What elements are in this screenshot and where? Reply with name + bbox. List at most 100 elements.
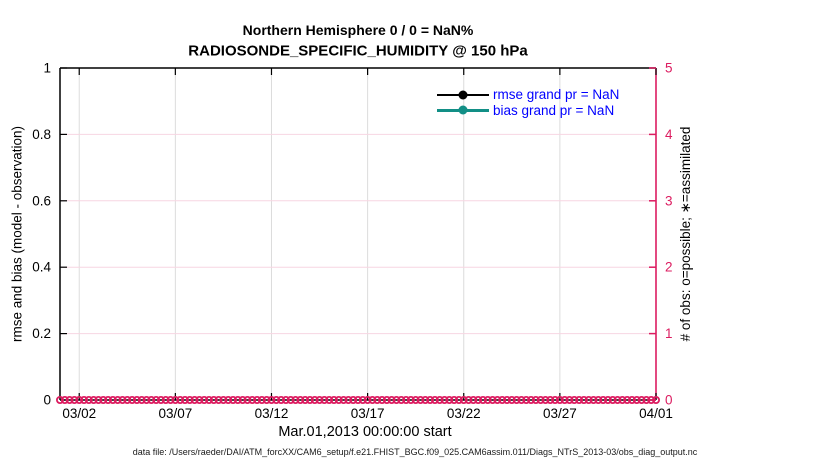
obs-possible-marker [589,395,598,404]
legend-item-rmse: rmse grand pr = NaN [437,87,619,103]
obs-possible-marker [416,395,425,404]
obs-possible-marker [353,395,362,404]
obs-possible-marker [632,395,641,404]
x-tick-label: 04/01 [639,406,673,421]
obs-possible-marker [565,395,574,404]
y-left-tick-label: 0.6 [32,193,51,208]
obs-possible-marker [75,395,84,404]
obs-possible-marker [171,395,180,404]
y-right-tick-label: 4 [665,127,673,142]
obs-possible-marker [536,395,545,404]
obs-possible-marker [623,395,632,404]
obs-possible-marker [469,395,478,404]
obs-possible-marker [108,395,117,404]
y-right-tick-label: 1 [665,326,673,341]
obs-possible-marker [65,395,74,404]
obs-possible-marker [291,395,300,404]
obs-possible-marker [99,395,108,404]
obs-possible-marker [190,395,199,404]
obs-possible-marker [603,395,612,404]
obs-possible-marker [248,395,257,404]
obs-possible-marker [594,395,603,404]
y-left-tick-label: 1 [43,61,51,76]
obs-possible-marker [195,395,204,404]
obs-possible-marker [89,395,98,404]
x-tick-label: 03/17 [351,406,385,421]
obs-possible-marker [579,395,588,404]
obs-possible-marker [253,395,262,404]
obs-possible-marker [113,395,122,404]
y-axis-label-right: # of obs: o=possible; ∗=assimilated [678,126,693,342]
obs-possible-marker [219,395,228,404]
obs-possible-marker [147,395,156,404]
obs-possible-marker [599,395,608,404]
obs-possible-marker [608,395,617,404]
obs-possible-marker [305,395,314,404]
obs-possible-marker [382,395,391,404]
obs-possible-marker [373,395,382,404]
obs-possible-marker [166,395,175,404]
obs-possible-marker [517,395,526,404]
x-tick-label: 03/02 [62,406,96,421]
x-tick-label: 03/07 [158,406,192,421]
obs-possible-marker [329,395,338,404]
obs-possible-marker [613,395,622,404]
y-left-tick-label: 0.4 [32,260,51,275]
obs-possible-marker [123,395,132,404]
obs-possible-marker [142,395,151,404]
bias-line-marker-icon [437,105,489,115]
y-right-tick-label: 0 [665,393,673,408]
obs-possible-marker [551,395,560,404]
obs-possible-marker [575,395,584,404]
obs-possible-marker [406,395,415,404]
y-left-tick-label: 0 [43,393,51,408]
obs-possible-marker [176,395,185,404]
obs-possible-marker [459,395,468,404]
obs-possible-marker [421,395,430,404]
obs-possible-marker [104,395,113,404]
obs-possible-marker [392,395,401,404]
obs-possible-marker [546,395,555,404]
obs-possible-marker [363,395,372,404]
obs-possible-marker [584,395,593,404]
obs-possible-marker [310,395,319,404]
obs-possible-marker [368,395,377,404]
obs-possible-marker [286,395,295,404]
obs-possible-marker [478,395,487,404]
obs-possible-marker [560,395,569,404]
obs-possible-marker [507,395,516,404]
obs-possible-marker [243,395,252,404]
obs-possible-marker [320,395,329,404]
obs-possible-marker [531,395,540,404]
obs-possible-marker [204,395,213,404]
obs-possible-marker [527,395,536,404]
data-file-caption: data file: /Users/raeder/DAI/ATM_forcXX/… [132,447,698,457]
obs-possible-marker [334,395,343,404]
obs-possible-marker [315,395,324,404]
obs-possible-marker [541,395,550,404]
obs-possible-marker [238,395,247,404]
chart-subtitle: RADIOSONDE_SPECIFIC_HUMIDITY @ 150 hPa [188,42,528,60]
obs-possible-marker [137,395,146,404]
obs-possible-marker [156,395,165,404]
obs-possible-marker [502,395,511,404]
obs-possible-marker [281,395,290,404]
obs-possible-marker [325,395,334,404]
obs-possible-marker [450,395,459,404]
obs-possible-marker [464,395,473,404]
obs-possible-marker [411,395,420,404]
obs-possible-marker [339,395,348,404]
obs-possible-marker [627,395,636,404]
obs-possible-marker [358,395,367,404]
obs-possible-marker [647,395,656,404]
y-right-tick-label: 5 [665,61,673,76]
obs-possible-marker [56,395,65,404]
obs-possible-marker [555,395,564,404]
obs-possible-marker [474,395,483,404]
obs-possible-marker [152,395,161,404]
obs-possible-marker [430,395,439,404]
obs-possible-marker [512,395,521,404]
obs-possible-marker [522,395,531,404]
obs-possible-marker [257,395,266,404]
